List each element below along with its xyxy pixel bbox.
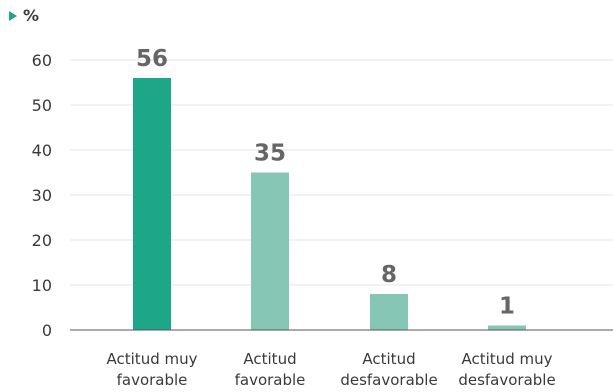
y-tick-label: 40 [32,141,52,160]
x-tick-label: favorable [235,371,306,389]
x-tick-label: Actitud [243,350,296,368]
y-tick-label: 0 [42,321,52,340]
y-tick-label: 20 [32,231,52,250]
bar [488,325,526,330]
triangle-marker-icon [9,10,17,21]
bars [133,78,526,330]
y-tick-label: 30 [32,186,52,205]
x-axis-labels: Actitud muy favorable Actitud favorable Acti… [107,350,556,389]
unit-marker: % [9,6,39,25]
x-tick-label: desfavorable [458,371,555,389]
x-tick-label: Actitud [362,350,415,368]
unit-label: % [23,6,40,25]
value-label: 56 [136,46,168,72]
value-label: 35 [254,141,286,167]
value-labels: 56 35 8 1 [136,46,515,320]
y-tick-label: 10 [32,276,52,295]
bar [370,294,408,330]
y-tick-label: 60 [32,51,52,70]
y-axis-ticks: 0 10 20 30 40 50 60 [32,51,52,340]
x-tick-label: Actitud muy [107,350,198,368]
bar [251,172,289,330]
value-label: 1 [499,294,515,320]
bar [133,78,171,330]
x-tick-label: Actitud muy [462,350,553,368]
x-tick-label: desfavorable [340,371,437,389]
x-tick-label: favorable [117,371,188,389]
value-label: 8 [381,262,397,288]
y-tick-label: 50 [32,96,52,115]
